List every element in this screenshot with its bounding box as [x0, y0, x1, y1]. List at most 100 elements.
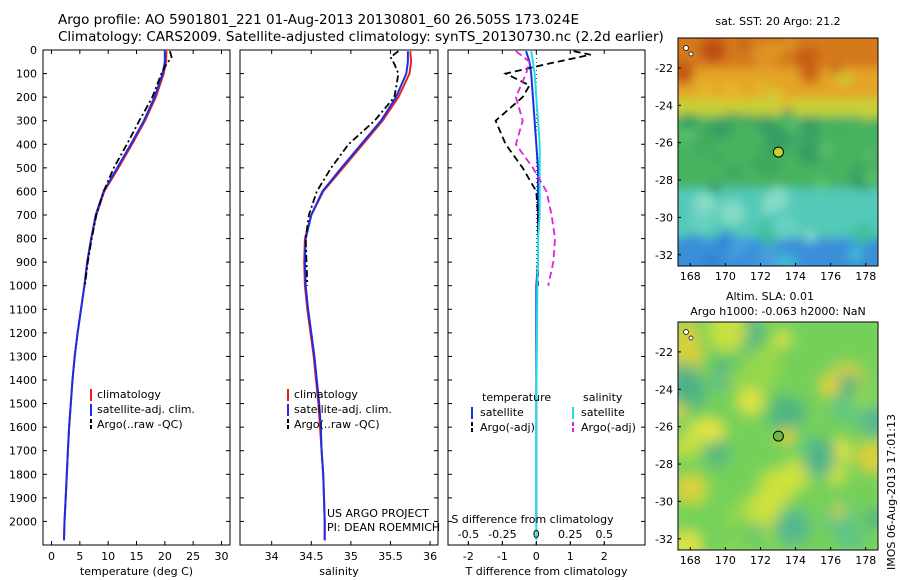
- field-blob: [759, 524, 778, 543]
- y-tick-label: 500: [16, 162, 37, 175]
- legend-label: Argo(-adj): [480, 421, 535, 434]
- x-tick-label: 35: [344, 550, 358, 563]
- field-blob: [679, 113, 698, 131]
- field-blob: [739, 39, 749, 49]
- field-blob: [851, 222, 875, 246]
- x-tick-label: 172: [750, 270, 771, 283]
- x-tick-label: 174: [785, 270, 806, 283]
- field-blob: [743, 113, 754, 123]
- panel-sst_map: 168 170 172 174 176 178 -22 -24 -26 -28 -30 -32: [655, 37, 879, 283]
- series-line-argo-adj-: [514, 50, 556, 286]
- island-marker: [688, 335, 694, 341]
- field-blob: [862, 169, 878, 185]
- x-tick-label: 176: [820, 270, 841, 283]
- legend-header-temperature: temperature: [482, 391, 551, 404]
- legend-label: satellite-adj. clim.: [97, 403, 195, 416]
- field-blob: [775, 509, 811, 545]
- field-blob: [678, 402, 687, 419]
- field-blob: [768, 395, 806, 433]
- field-blob: [678, 437, 695, 458]
- field-blob: [851, 388, 873, 410]
- field-blob: [678, 362, 701, 395]
- x-tick-label: 174: [785, 554, 806, 567]
- field-blob: [856, 441, 878, 473]
- annotation-line2: PI: DEAN ROEMMICH: [327, 521, 440, 534]
- x-tick-label: 15: [130, 550, 144, 563]
- y-tick-label: 400: [16, 138, 37, 151]
- field-blob: [797, 138, 824, 165]
- secondary-tick-label: 0: [533, 528, 540, 541]
- field-blob: [678, 530, 702, 550]
- x-tick-label: -1: [497, 550, 508, 563]
- field-blob: [865, 508, 878, 530]
- field-blob: [860, 406, 878, 437]
- field-blob: [836, 71, 852, 87]
- field-blob: [726, 540, 743, 550]
- x-tick-label: 178: [855, 554, 876, 567]
- field-blob: [729, 234, 750, 255]
- island-marker: [683, 45, 689, 51]
- y-tick-label: -24: [655, 99, 673, 112]
- island-marker: [688, 51, 694, 57]
- secondary-tick-label: -0.25: [488, 528, 516, 541]
- field-blob: [799, 62, 821, 84]
- field-blob: [731, 372, 747, 388]
- field-blob: [703, 254, 721, 266]
- field-blob: [803, 229, 817, 243]
- sla-map-subtitle: Argo h1000: -0.063 h2000: NaN: [690, 305, 866, 318]
- series-line-satellite: [530, 51, 541, 541]
- x-tick-label: 2: [601, 550, 608, 563]
- field-blob: [860, 103, 878, 121]
- x-tick-label: 34.5: [299, 550, 324, 563]
- x-tick-label: 20: [158, 550, 172, 563]
- axes-frame: [42, 49, 231, 546]
- y-tick-label: -28: [655, 174, 673, 187]
- panel-difference: -2 -1 0 1 2 T difference from climatology temp…: [447, 49, 646, 578]
- x-tick-label: 25: [186, 550, 200, 563]
- field-blob: [719, 200, 745, 226]
- field-blob: [781, 38, 797, 51]
- field-blob: [830, 63, 842, 75]
- y-tick-label: 900: [16, 256, 37, 269]
- y-tick-label: -32: [655, 249, 673, 262]
- series-line-satellite-adj-clim-: [303, 51, 409, 541]
- y-tick-label: 600: [16, 185, 37, 198]
- field-blob: [778, 426, 796, 445]
- field-blob: [797, 436, 816, 455]
- x-tick-label: 168: [680, 554, 701, 567]
- annotation-line1: US ARGO PROJECT: [327, 507, 429, 520]
- x-tick-label: 10: [101, 550, 115, 563]
- field-blob: [694, 193, 715, 213]
- x-tick-label: 34: [265, 550, 279, 563]
- series-line-argo-raw-qc-: [304, 50, 400, 286]
- field-blob: [819, 376, 841, 398]
- secondary-tick-label: 0.5: [595, 528, 613, 541]
- y-tick-label: 0: [30, 44, 37, 57]
- field-blob: [818, 143, 831, 157]
- series-line-satellite-adj-clim-: [63, 51, 166, 541]
- x-tick-label: 35.5: [378, 550, 403, 563]
- y-tick-label: -30: [655, 495, 673, 508]
- axes-frame: [447, 49, 646, 546]
- x-tick-label: 0: [48, 550, 55, 563]
- field-blob: [719, 80, 743, 104]
- field-blob: [736, 387, 765, 415]
- argo-position-marker: [772, 430, 784, 442]
- y-tick-label: 1100: [9, 303, 37, 316]
- island-marker: [683, 329, 689, 335]
- x-tick-label: 176: [820, 554, 841, 567]
- field-blob: [710, 116, 732, 139]
- x-tick-label: 1: [567, 550, 574, 563]
- y-tick-label: -28: [655, 458, 673, 471]
- field-blob: [751, 80, 767, 97]
- panel-temperature: 0100200300400500600700800900100011001200…: [9, 44, 231, 578]
- x-axis-label: temperature (deg C): [80, 565, 193, 578]
- y-tick-label: 200: [16, 91, 37, 104]
- legend-label: satellite-adj. clim.: [294, 403, 392, 416]
- field-blob: [708, 181, 722, 195]
- y-tick-label: 1900: [9, 492, 37, 505]
- x-tick-label: 30: [215, 550, 229, 563]
- y-tick-label: 300: [16, 115, 37, 128]
- secondary-tick-label: -0.5: [458, 528, 479, 541]
- y-tick-label: 1600: [9, 421, 37, 434]
